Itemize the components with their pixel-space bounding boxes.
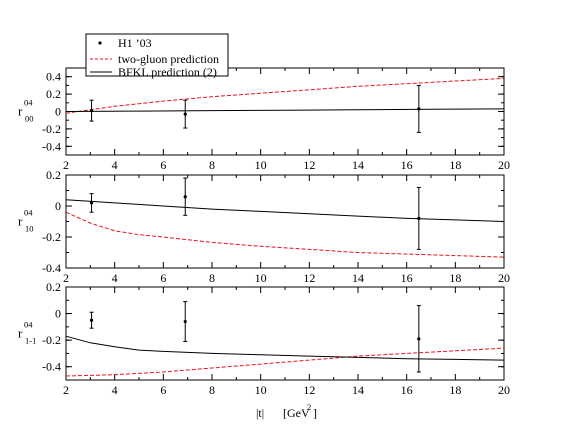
y-tick-label: -0.4	[42, 360, 61, 374]
x-tick-label: 14	[352, 158, 364, 172]
y-tick-label: -0.2	[42, 122, 61, 136]
panel-3: 0.2 0 -0.2 -0.42 4 6 8 10 12 14 16 18 20 04r 1-1	[18, 280, 510, 397]
y-axis-label-sup: 04	[24, 98, 33, 108]
legend: H1 ’03 two-gluon prediction BFKL predict…	[85, 33, 229, 79]
y-axis-label-sub: 1-1	[25, 336, 36, 346]
y-tick-label: 0.2	[46, 280, 61, 294]
x-tick-label: 8	[209, 158, 215, 172]
y-axis-label-main: r	[18, 326, 23, 341]
x-tick-label: 14	[352, 271, 364, 285]
x-axis-label-unit-close: ]	[313, 406, 317, 420]
x-tick-label: 4	[112, 271, 118, 285]
y-axis-label-sub: 10	[25, 224, 34, 234]
y-axis-label-sup: 04	[24, 208, 33, 218]
y-tick-label: 0.2	[46, 87, 61, 101]
x-tick-label: 12	[303, 271, 315, 285]
y-axis-label-sup: 04	[24, 320, 33, 330]
series-bfkl	[65, 108, 505, 112]
x-axis-label-unit-exp: 2	[307, 402, 311, 412]
y-tick-label: -0.4	[42, 261, 61, 275]
x-axis-label-main: |t|	[256, 406, 264, 420]
x-tick-label: 10	[255, 271, 267, 285]
panel-1: 0.4 0.2 0 -0.2 -0.42 4 6 8 10 12 14 16 18 20 04r 00	[18, 67, 510, 172]
data-point	[417, 107, 421, 111]
series-bfkl	[65, 199, 505, 222]
legend-label-bfkl: BFKL prediction (2)	[118, 65, 217, 79]
y-tick-label: 0	[55, 105, 61, 119]
data-point	[183, 112, 187, 116]
series-two-gluon	[65, 347, 505, 377]
series-bfkl	[65, 335, 505, 361]
y-axis-label: 04r 1-1	[18, 320, 36, 346]
y-tick-label: 0.2	[46, 168, 61, 182]
x-axis-label-unit: [GeV	[283, 406, 310, 420]
x-tick-label: 18	[449, 158, 461, 172]
y-tick-label: 0	[55, 307, 61, 321]
x-tick-label: 2	[63, 383, 69, 397]
x-tick-label: 6	[160, 271, 166, 285]
y-tick-label: 0.4	[46, 70, 61, 84]
x-tick-label: 8	[209, 271, 215, 285]
legend-label-two-gluon: two-gluon prediction	[118, 52, 219, 66]
x-tick-label: 2	[63, 271, 69, 285]
data-point	[89, 318, 94, 322]
data-point	[89, 109, 94, 113]
x-tick-label: 8	[209, 383, 215, 397]
y-tick-label: -0.2	[42, 333, 61, 347]
y-axis-label: 04r 10	[18, 208, 34, 234]
y-axis-label-main: r	[18, 104, 23, 119]
x-tick-label: 4	[112, 383, 118, 397]
series-two-gluon	[65, 77, 505, 114]
y-axis-label-main: r	[18, 214, 23, 229]
data-point	[183, 195, 187, 199]
x-tick-label: 16	[401, 383, 413, 397]
x-tick-label: 20	[498, 271, 510, 285]
x-tick-label: 20	[498, 383, 510, 397]
x-tick-label: 20	[498, 158, 510, 172]
data-point	[89, 201, 94, 205]
x-tick-label: 6	[160, 383, 166, 397]
y-axis-label: 04r 00	[18, 98, 34, 124]
x-tick-label: 12	[303, 158, 315, 172]
x-tick-label: 18	[449, 271, 461, 285]
series-two-gluon	[65, 211, 505, 258]
x-tick-label: 12	[303, 383, 315, 397]
x-axis-label: |t| [GeV 2 ]	[256, 402, 317, 420]
data-point	[417, 216, 421, 220]
y-axis-label-sub: 00	[25, 114, 34, 124]
y-tick-label: -0.2	[42, 230, 61, 244]
x-tick-label: 10	[255, 158, 267, 172]
legend-label-data: H1 ’03	[118, 36, 152, 50]
y-tick-label: -0.4	[42, 139, 61, 153]
x-tick-label: 16	[401, 271, 413, 285]
x-tick-label: 18	[449, 383, 461, 397]
legend-box	[85, 33, 229, 77]
x-tick-label: 4	[112, 158, 118, 172]
x-tick-label: 14	[352, 383, 364, 397]
x-tick-label: 10	[255, 383, 267, 397]
y-tick-label: 0	[55, 199, 61, 213]
x-tick-label: 16	[401, 158, 413, 172]
x-tick-label: 2	[63, 158, 69, 172]
data-point	[183, 319, 187, 324]
x-tick-label: 6	[160, 158, 166, 172]
panel-frame	[65, 174, 505, 269]
panel-frame	[65, 286, 505, 381]
legend-marker-data	[98, 41, 102, 45]
data-point	[417, 337, 421, 341]
